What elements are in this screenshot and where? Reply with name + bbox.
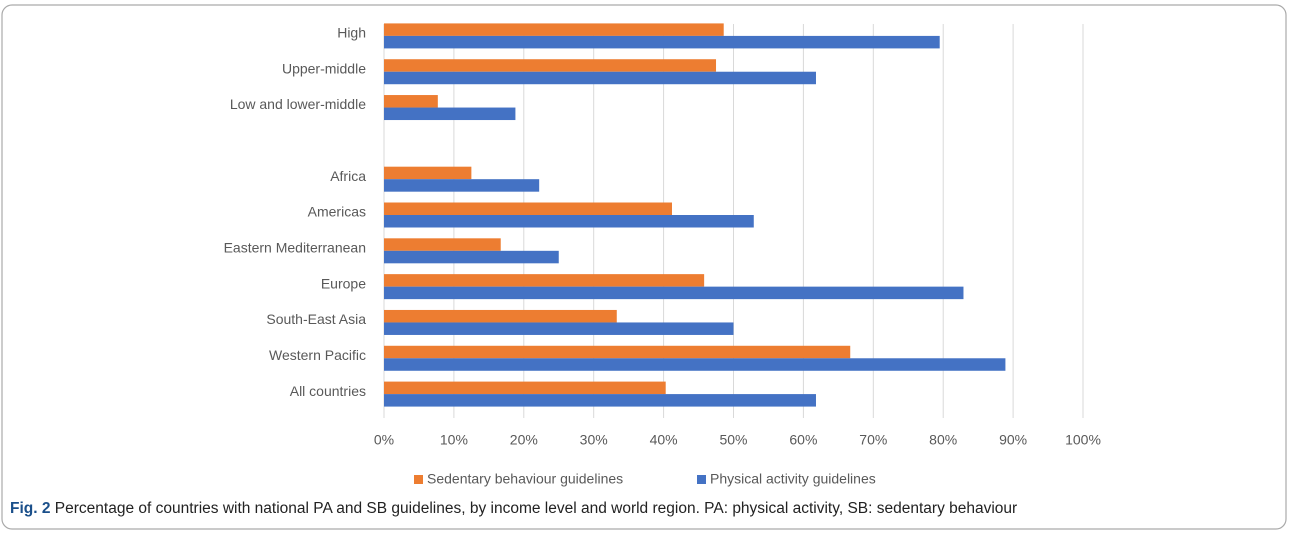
y-tick-label: Europe [321,275,366,291]
bar [384,202,672,215]
legend-swatch [697,475,706,484]
x-tick-label: 40% [650,432,678,448]
bar [384,250,559,264]
legend-label: Physical activity guidelines [710,471,876,487]
x-tick-label: 20% [510,432,538,448]
x-tick-label: 70% [859,432,887,448]
y-tick-label: Eastern Mediterranean [224,240,366,256]
bar [384,107,516,121]
y-tick-label: All countries [290,383,366,399]
y-tick-label: High [337,25,366,41]
bar [384,345,851,359]
x-tick-label: 30% [580,432,608,448]
bar [384,71,816,85]
x-tick-label: 60% [789,432,817,448]
bar [384,394,816,407]
bar [384,95,438,108]
bar [384,274,705,287]
bar [384,166,472,180]
bar [384,381,666,395]
x-tick-label: 50% [719,432,747,448]
y-tick-label: Africa [330,168,366,184]
y-tick-label: Americas [308,204,366,220]
x-tick-label: 80% [929,432,957,448]
bar [384,286,964,300]
legend-label: Sedentary behaviour guidelines [427,471,623,487]
x-tick-label: 10% [440,432,468,448]
caption-text: Percentage of countries with national PA… [54,500,1018,517]
legend-swatch [414,475,423,484]
bar [384,35,940,49]
bar [384,59,717,72]
bar [384,238,501,251]
bar [384,322,734,335]
x-tick-label: 0% [374,432,394,448]
y-tick-label: South-East Asia [266,311,366,327]
frame [1,4,1287,530]
x-tick-label: 90% [999,432,1027,448]
y-tick-label: Upper-middle [282,60,366,76]
y-tick-label: Western Pacific [269,347,366,363]
x-tick-label: 100% [1065,432,1101,448]
bar [384,23,724,36]
caption: Fig. 2 Percentage of countries with nati… [10,500,1017,518]
bar [384,179,540,192]
bar [384,309,617,323]
bar [384,215,754,228]
y-tick-label: Low and lower-middle [230,96,366,112]
bar [384,358,1006,371]
caption-label: Fig. 2 [10,500,51,517]
